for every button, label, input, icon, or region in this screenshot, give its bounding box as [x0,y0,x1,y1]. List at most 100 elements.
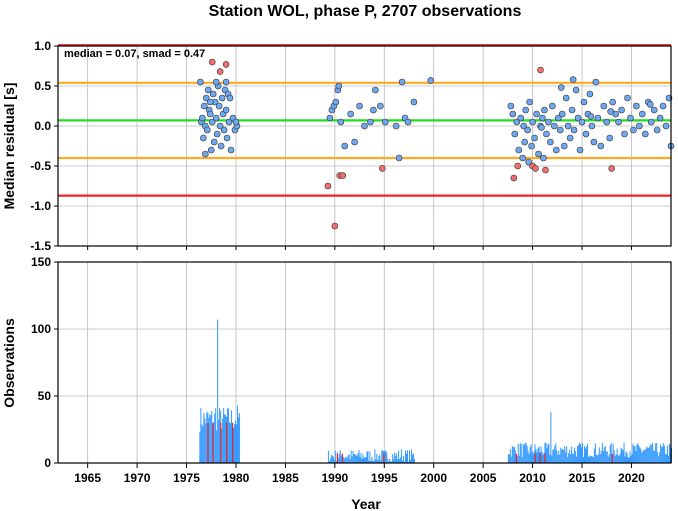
observation-bar [589,456,591,463]
residual-point [202,150,209,158]
observation-bar [547,444,549,463]
residual-panel: 1.0 0.5 0.0 -0.5 -1.0 -1.5 median = 0.07, sma… [1,39,675,253]
observation-bar [617,454,619,463]
observation-bar [577,445,579,463]
observation-bar [347,455,349,463]
observation-bar [630,456,632,463]
residual-point [225,118,233,126]
residual-point [199,114,206,122]
observation-bar [570,454,572,463]
observation-bar [551,455,553,463]
residual-point [222,61,230,68]
residual-point [562,94,570,102]
observation-bar [612,443,614,463]
observation-bar [554,445,556,463]
observation-bar [408,461,410,463]
residual-point [519,154,526,162]
residual-point [208,58,216,66]
residual-point [206,110,214,118]
outlier-bar [212,422,214,463]
residual-point [641,130,649,138]
observation-bar [642,451,644,463]
residual-point [526,98,533,106]
observation-bar [390,461,392,463]
observation-bar [568,453,570,463]
observation-bar [540,446,542,463]
observation-bar [234,420,236,463]
residual-point [203,126,211,134]
observation-bar [345,456,347,463]
residual-point [608,165,615,172]
residual-point [540,154,547,162]
residual-point [410,98,418,106]
observation-bar [639,447,641,463]
residual-reference-lines [58,44,671,197]
residual-point [603,118,611,126]
residual-point [206,98,214,106]
residual-point [522,106,529,114]
observation-bar [663,443,665,463]
observation-bar [513,446,515,463]
residual-y-tick-label: 1.0 [34,39,51,53]
residual-point [541,106,548,114]
observation-bar [387,458,389,463]
observation-bar [556,450,558,463]
residual-point [341,142,349,150]
observation-bar [384,450,386,463]
observation-bar [643,450,645,463]
outlier-bar [336,453,339,463]
observation-bar [553,449,555,463]
observation-bar [364,457,366,463]
observation-bar [576,456,578,463]
residual-point [216,68,224,75]
observation-bar [404,461,406,463]
observation-bar [328,461,330,463]
observation-bar [618,456,620,463]
observations-frame [57,261,672,464]
observation-bar [668,455,670,463]
year-x-tick-label: 2000 [420,471,447,485]
observation-bar [205,423,207,463]
observation-bar [349,459,351,463]
observation-bar [413,458,415,463]
observation-bar [528,453,530,463]
observation-bar [619,453,621,463]
observation-bar [225,415,227,463]
residual-point [647,118,655,126]
observation-bar [637,443,639,463]
observation-bar [401,449,403,463]
observation-bar [372,460,374,463]
observations-y-tick-label: 100 [31,322,51,336]
residual-point [208,118,216,126]
residual-point [200,134,207,142]
observation-bar [624,456,626,463]
observations-plot-area [58,262,671,463]
observation-bar [517,443,519,463]
observation-bar [572,453,574,463]
observation-bar [511,445,513,463]
observation-bar [223,408,225,463]
residual-point [532,165,539,172]
stats-annotation: median = 0.07, smad = 0.47 [64,48,205,60]
residual-point [370,106,377,114]
observation-bar [555,443,557,463]
residual-point [398,78,406,86]
residual-point [347,110,354,118]
residual-point [361,122,368,130]
residual-point [395,154,403,162]
observation-bar [613,449,615,463]
residual-point [392,122,400,130]
observation-bar [217,319,219,463]
observation-bar [620,447,622,463]
observation-bar [354,453,356,463]
observation-bar [605,451,607,463]
residual-point [215,102,223,110]
observation-bar [627,457,629,463]
observation-bar [578,445,580,463]
observation-bar [218,419,220,463]
observation-bar [219,408,221,463]
observation-bar [216,430,218,463]
observation-bar [557,454,559,463]
observation-bar [532,454,534,463]
outlier-bar [515,453,517,463]
